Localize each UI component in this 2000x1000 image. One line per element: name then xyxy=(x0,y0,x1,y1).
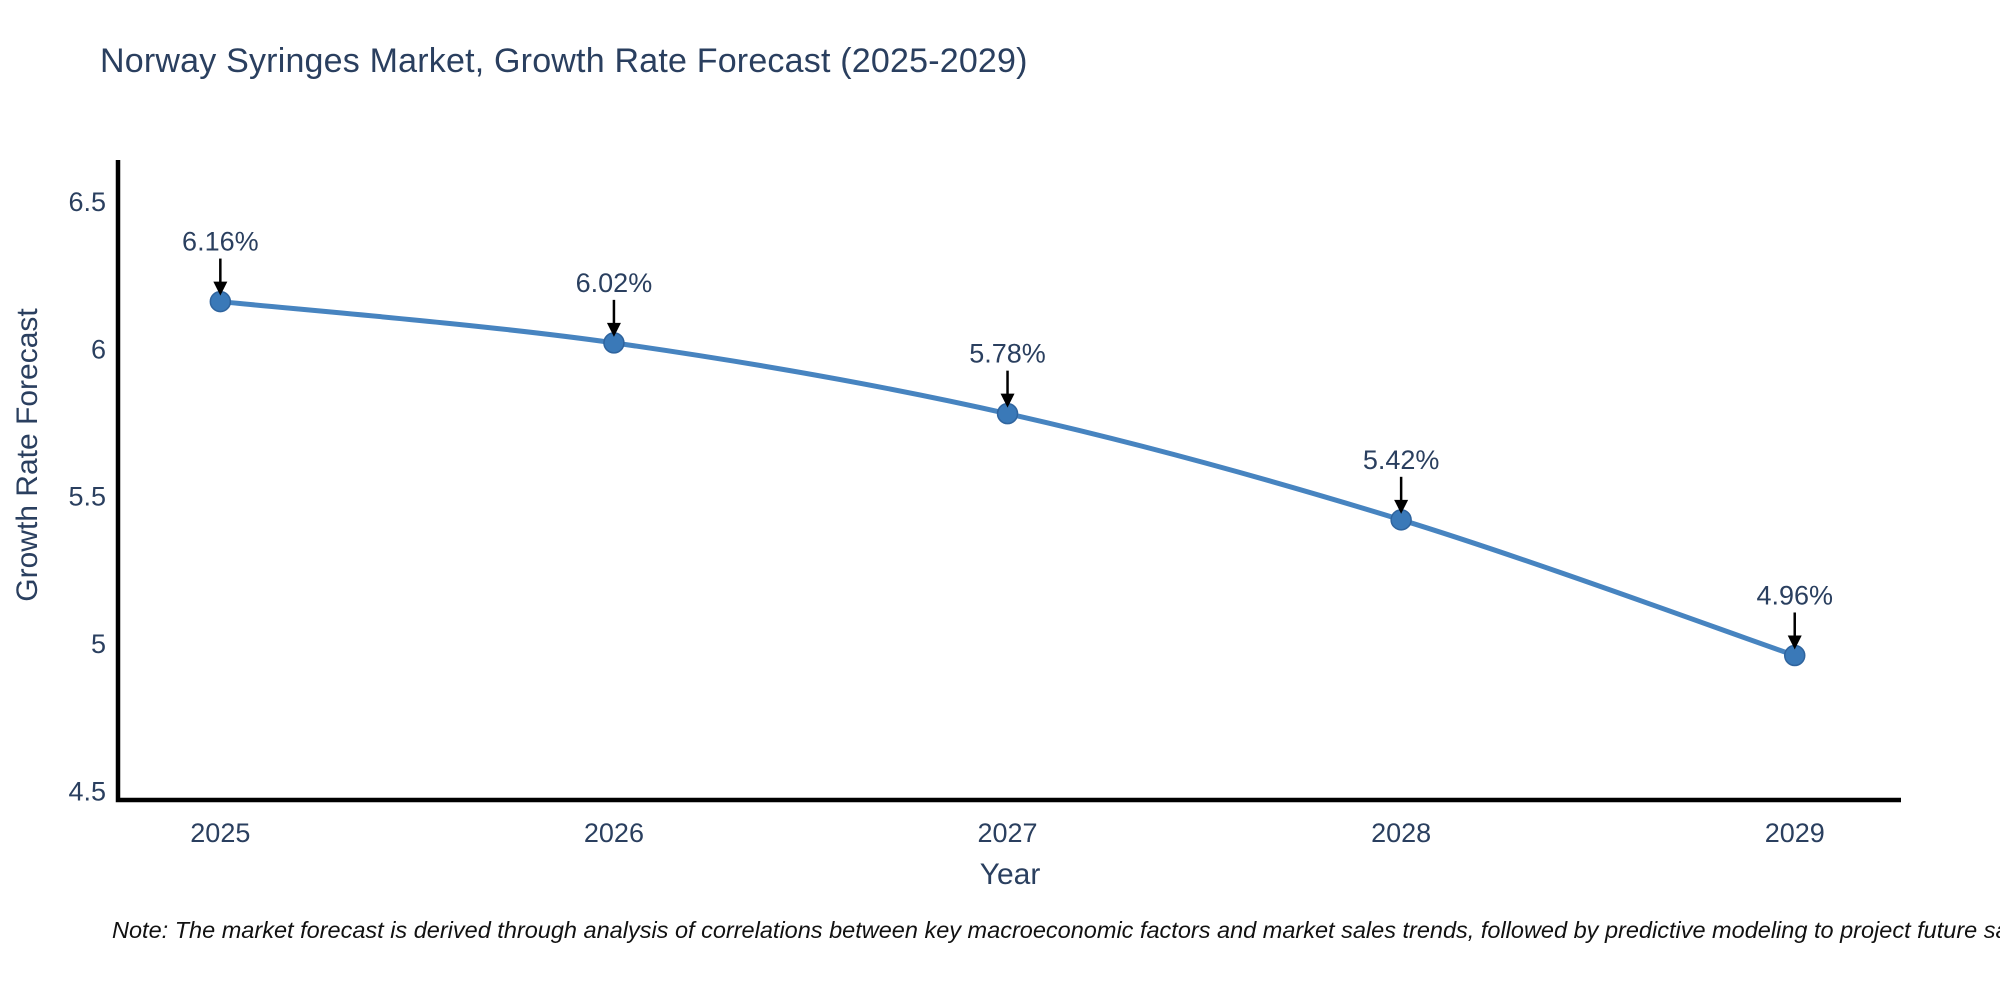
annotation-arrowhead xyxy=(1000,393,1015,408)
x-tick-label: 2025 xyxy=(190,818,250,848)
y-tick-label: 5.5 xyxy=(68,482,106,512)
y-tick-label: 4.5 xyxy=(68,777,106,807)
x-axis-title: Year xyxy=(979,858,1041,891)
data-point-label: 5.78% xyxy=(969,339,1046,369)
data-point-label: 5.42% xyxy=(1363,445,1440,475)
x-tick-label: 2026 xyxy=(584,818,644,848)
annotation-arrowhead xyxy=(213,281,228,296)
x-tick-label: 2027 xyxy=(977,818,1037,848)
x-tick-label: 2028 xyxy=(1371,818,1431,848)
data-point-label: 6.16% xyxy=(182,227,259,257)
annotation-arrowhead xyxy=(1787,635,1802,650)
x-tick-label: 2029 xyxy=(1765,818,1825,848)
annotation-arrowhead xyxy=(1394,499,1409,514)
data-point-label: 4.96% xyxy=(1756,580,1833,610)
data-point-label: 6.02% xyxy=(576,268,653,298)
y-tick-label: 6 xyxy=(91,334,106,364)
footnote-text: Note: The market forecast is derived thr… xyxy=(112,917,2000,943)
axes-lines xyxy=(115,160,1901,803)
y-tick-label: 5 xyxy=(91,629,106,659)
y-tick-label: 6.5 xyxy=(68,187,106,217)
annotation-arrowhead xyxy=(606,322,621,337)
chart-title: Norway Syringes Market, Growth Rate Fore… xyxy=(100,42,1028,80)
